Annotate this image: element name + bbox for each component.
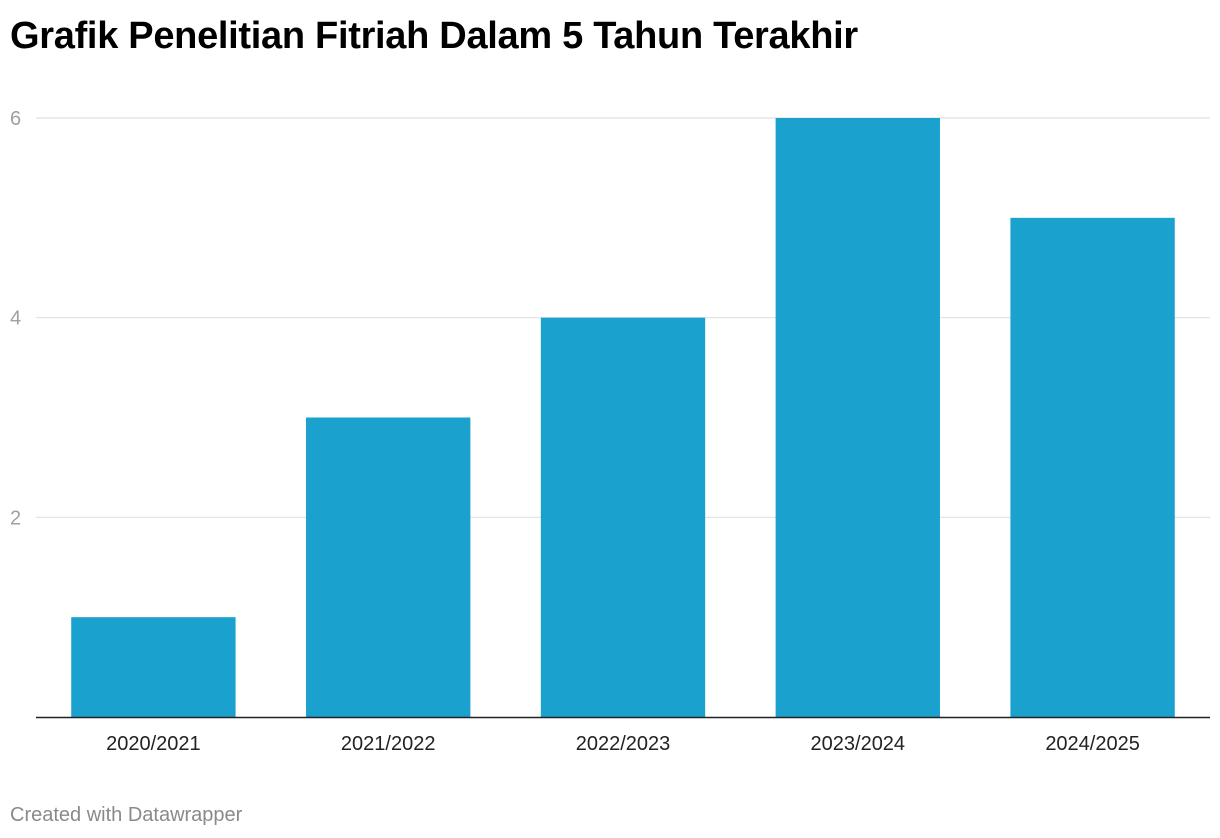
bar-2020/2021 bbox=[71, 617, 236, 717]
y-tick-label: 6 bbox=[10, 108, 21, 130]
bar-2024/2025 bbox=[1010, 217, 1175, 718]
x-tick-label: 2024/2025 bbox=[1045, 733, 1140, 755]
y-axis-ticks: 2 4 6 bbox=[10, 108, 21, 529]
bar-2023/2024 bbox=[775, 118, 940, 717]
x-tick-label: 2021/2022 bbox=[341, 733, 436, 755]
bar-2022/2023 bbox=[540, 317, 706, 717]
y-tick-label: 4 bbox=[10, 308, 21, 330]
bar-2021/2022 bbox=[306, 417, 471, 717]
x-tick-label: 2022/2023 bbox=[576, 733, 671, 755]
footer-credit: Created with Datawrapper bbox=[10, 804, 243, 826]
chart-title: Grafik Penelitian Fitriah Dalam 5 Tahun … bbox=[10, 15, 858, 57]
x-tick-label: 2023/2024 bbox=[811, 733, 906, 755]
x-axis-ticks: 2020/2021 2021/2022 2022/2023 2023/2024 2024… bbox=[106, 733, 1140, 755]
y-tick-label: 2 bbox=[10, 507, 21, 529]
bars bbox=[71, 118, 1175, 718]
x-tick-label: 2020/2021 bbox=[106, 733, 201, 755]
